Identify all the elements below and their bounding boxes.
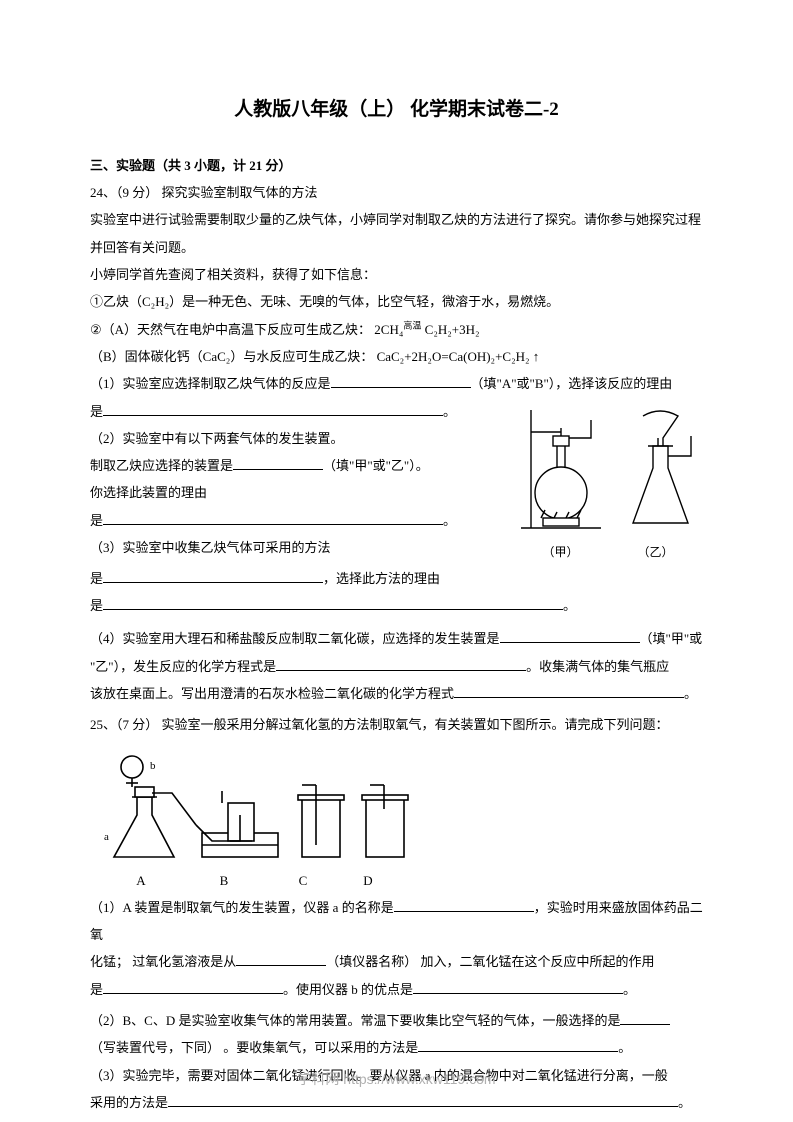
q25-labels: A B C D	[102, 867, 422, 894]
blank	[276, 656, 526, 670]
q25-header: 25、（7 分） 实验室一般采用分解过氧化氢的方法制取氧气，有关装置如下图所示。…	[90, 711, 703, 738]
q24-sub3b: 是	[90, 571, 103, 586]
blank	[103, 401, 443, 415]
svg-text:a: a	[104, 831, 109, 843]
q24-sub4b: （填"甲"或	[640, 631, 703, 646]
q25-sub1d: （填仪器名称） 加入，二氧化锰在这个反应中所起的作用	[326, 954, 654, 969]
section-header: 三、实验题（共 3 小题，计 21 分）	[90, 152, 703, 179]
q25-sub1c: 化锰； 过氧化氢溶液是从	[90, 954, 236, 969]
blank	[500, 629, 640, 643]
blank	[418, 1038, 618, 1052]
diagram-label-jia: （甲）	[513, 540, 608, 565]
q24-sub1b: （填"A"或"B"），选择该反应的理由	[471, 376, 673, 391]
q25-sub3c: 。	[678, 1095, 691, 1110]
label-B: B	[180, 867, 268, 894]
blank	[331, 374, 471, 388]
svg-text:b: b	[150, 760, 156, 772]
label-C: C	[268, 867, 338, 894]
q24-sub3d: 是	[90, 598, 103, 613]
blank	[103, 979, 283, 993]
q25-sub1f: 。使用仪器 b 的优点是	[283, 982, 413, 997]
blank	[454, 684, 684, 698]
q24-sub1a: （1）实验室应选择制取乙炔气体的反应是	[90, 376, 331, 391]
q25-sub1g: 。	[623, 982, 636, 997]
label-A: A	[102, 867, 180, 894]
q24-sub1c: 是	[90, 404, 103, 419]
q25-apparatus-diagram: a b	[102, 745, 703, 865]
blank	[103, 568, 323, 582]
q24-diagram-row: 是。 （2）实验室中有以下两套气体的发生装置。 制取乙炔应选择的装置是（填"甲"…	[90, 398, 703, 565]
q24-sub2a: （2）实验室中有以下两套气体的发生装置。	[90, 425, 513, 452]
blank	[233, 456, 323, 470]
q24-p2: 小婷同学首先查阅了相关资料，获得了如下信息：	[90, 261, 703, 288]
q24-sub1: （1）实验室应选择制取乙炔气体的反应是 （填"A"或"B"），选择该反应的理由	[90, 370, 703, 397]
blank	[236, 952, 326, 966]
q24-item2-cond: 高温	[403, 320, 421, 330]
q24-sub2b: 制取乙炔应选择的装置是	[90, 458, 233, 473]
blank	[168, 1093, 678, 1107]
q24-sub4d: 。收集满气体的集气瓶应	[526, 659, 669, 674]
q24-sub2c: （填"甲"或"乙"）。	[323, 458, 429, 473]
q24-sub4e: 该放在桌面上。写出用澄清的石灰水检验二氧化碳的化学方程式	[90, 686, 454, 701]
q24-p1: 实验室中进行试验需要制取少量的乙炔气体，小婷同学对制取乙炔的方法进行了探究。请你…	[90, 206, 703, 261]
blank	[394, 898, 534, 912]
q24-sub4a: （4）实验室用大理石和稀盐酸反应制取二氧化碳，应选择的发生装置是	[90, 631, 500, 646]
q24-item2: ②（A）天然气在电炉中高温下反应可生成乙炔： 2CH₄高温 C₂H₂+3H₂	[90, 316, 703, 343]
q24-sub4f: 。	[684, 686, 697, 701]
q24-sub2d: 你选择此装置的理由	[90, 479, 513, 506]
q24-sub4c: "乙"），发生反应的化学方程式是	[90, 659, 276, 674]
q25-sub3b: 采用的方法是	[90, 1095, 168, 1110]
diagram-label-yi: （乙）	[608, 540, 703, 565]
page-title: 人教版八年级（上） 化学期末试卷二-2	[90, 90, 703, 130]
q25-sub2c: 。	[618, 1040, 631, 1055]
q25-sub1a: （1）A 装置是制取氧气的发生装置，仪器 a 的名称是	[90, 900, 394, 915]
q25-sub2a: （2）B、C、D 是实验室收集气体的常用装置。常温下要收集比空气轻的气体，一般选…	[90, 1013, 620, 1028]
question-25: 25、（7 分） 实验室一般采用分解过氧化氢的方法制取氧气，有关装置如下图所示。…	[90, 711, 703, 1116]
q24-sub2e: 是	[90, 513, 103, 528]
q25-sub1e: 是	[90, 982, 103, 997]
q24-item1: ①乙炔（C₂H₂）是一种无色、无味、无嗅的气体，比空气轻，微溶于水，易燃烧。	[90, 288, 703, 315]
q24-itemB: （B）固体碳化钙（CaC₂）与水反应可生成乙炔： CaC₂+2H₂O=Ca(OH…	[90, 343, 703, 370]
q24-item2-tail: C₂H₂+3H₂	[421, 322, 479, 337]
blank	[103, 596, 563, 610]
blank	[103, 510, 443, 524]
question-24: 24、（9 分） 探究实验室制取气体的方法 实验室中进行试验需要制取少量的乙炔气…	[90, 179, 703, 707]
q24-sub3a: （3）实验室中收集乙炔气体可采用的方法	[90, 534, 513, 561]
q24-header: 24、（9 分） 探究实验室制取气体的方法	[90, 179, 703, 206]
q25-sub2b: （写装置代号，下同） 。要收集氧气，可以采用的方法是	[90, 1040, 418, 1055]
q24-sub3c: ，选择此方法的理由	[323, 571, 440, 586]
blank	[413, 979, 623, 993]
page-footer: 学科网 https://www.xkw119.com	[0, 1065, 793, 1094]
apparatus-diagram-jia-yi	[513, 398, 703, 538]
blank	[620, 1011, 670, 1025]
q24-item2-a: ②（A）天然气在电炉中高温下反应可生成乙炔： 2CH₄	[90, 322, 403, 337]
label-D: D	[338, 867, 398, 894]
